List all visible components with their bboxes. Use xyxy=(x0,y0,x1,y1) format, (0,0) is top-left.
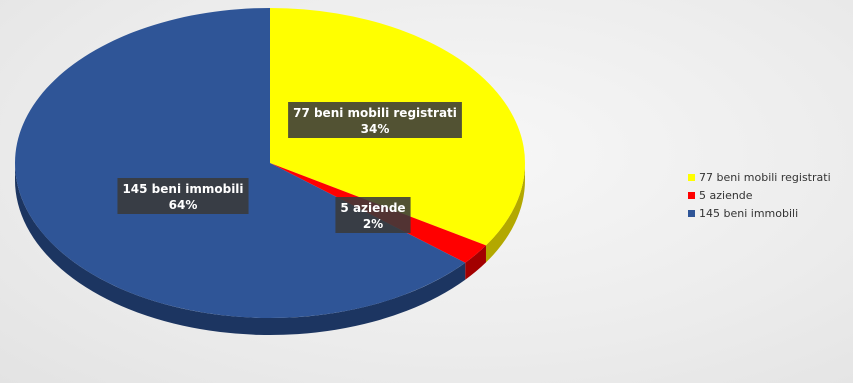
data-labels: 77 beni mobili registrati 34% 5 aziende 2% 1… xyxy=(117,102,462,233)
pie-side-2 xyxy=(15,163,466,335)
legend-label: 5 aziende xyxy=(699,189,753,202)
legend-label: 145 beni immobili xyxy=(699,207,798,220)
data-label-box xyxy=(335,197,411,233)
data-label-name: 77 beni mobili registrati xyxy=(293,106,457,120)
data-label-percent: 2% xyxy=(363,217,383,231)
pie-slice-2 xyxy=(15,8,466,318)
legend-entry-2: 145 beni immobili xyxy=(688,207,798,220)
data-label-2: 145 beni immobili 64% xyxy=(117,178,249,214)
pie-side-0 xyxy=(485,163,525,263)
data-label-name: 5 aziende xyxy=(340,201,405,215)
data-label-0: 77 beni mobili registrati 34% xyxy=(288,102,462,138)
data-label-1: 5 aziende 2% xyxy=(335,197,411,233)
legend: 77 beni mobili registrati 5 aziende 145 be… xyxy=(688,171,831,220)
data-label-percent: 64% xyxy=(169,198,198,212)
data-label-percent: 34% xyxy=(361,122,390,136)
legend-swatch xyxy=(688,174,695,181)
legend-entry-1: 5 aziende xyxy=(688,189,753,202)
legend-entry-0: 77 beni mobili registrati xyxy=(688,171,831,184)
data-label-box xyxy=(117,178,249,214)
legend-swatch xyxy=(688,210,695,217)
legend-swatch xyxy=(688,192,695,199)
legend-label: 77 beni mobili registrati xyxy=(699,171,831,184)
data-label-box xyxy=(288,102,462,138)
pie-slices xyxy=(15,8,526,318)
pie-side-1 xyxy=(465,245,486,280)
data-label-name: 145 beni immobili xyxy=(122,182,243,196)
pie-sides xyxy=(15,163,525,335)
